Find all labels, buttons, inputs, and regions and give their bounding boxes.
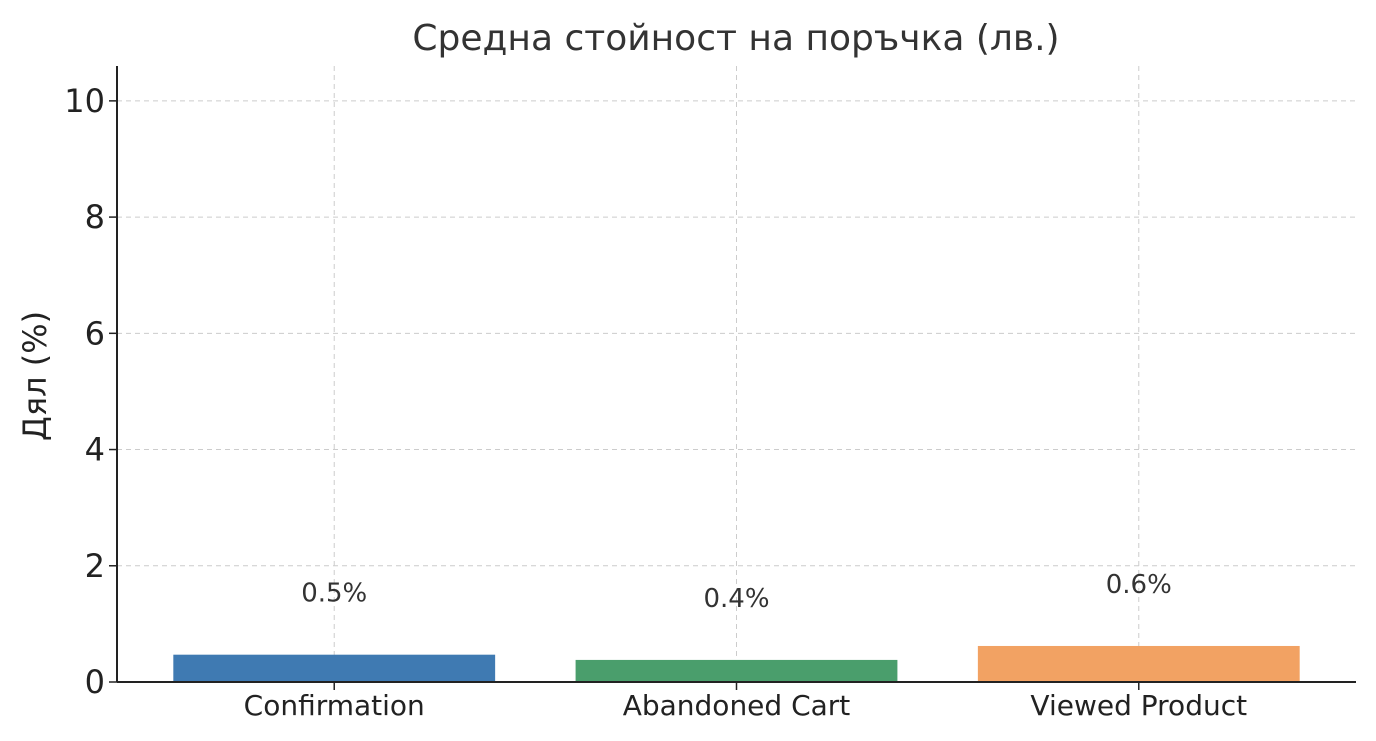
bar-viewed-product (977, 645, 1300, 682)
axes-layer (109, 66, 1356, 690)
y-tick-label: 10 (64, 82, 105, 120)
chart-title: Средна стойност на поръчка (лв.) (412, 18, 1059, 59)
y-tick-label: 2 (85, 547, 105, 585)
y-axis-title: Дял (%) (16, 311, 54, 441)
grid-layer (117, 66, 1356, 682)
y-tick-label: 6 (85, 314, 105, 352)
bars-layer (173, 645, 1300, 682)
x-tick-label: Confirmation (244, 689, 425, 722)
x-tick-label: Abandoned Cart (623, 689, 851, 722)
labels-layer: 0 2 4 6 8 10 0.5% 0.4% 0.6% Confirmation Abandoned… (64, 82, 1247, 722)
bar-confirmation (173, 654, 496, 682)
y-tick-label: 4 (85, 431, 105, 469)
y-tick-label: 0 (85, 663, 105, 701)
data-label: 0.4% (703, 584, 769, 614)
x-tick-label: Viewed Product (1030, 689, 1247, 722)
bar-abandoned-cart (575, 659, 898, 682)
data-label: 0.6% (1106, 570, 1172, 600)
y-tick-label: 8 (85, 198, 105, 236)
data-label: 0.5% (301, 579, 367, 609)
